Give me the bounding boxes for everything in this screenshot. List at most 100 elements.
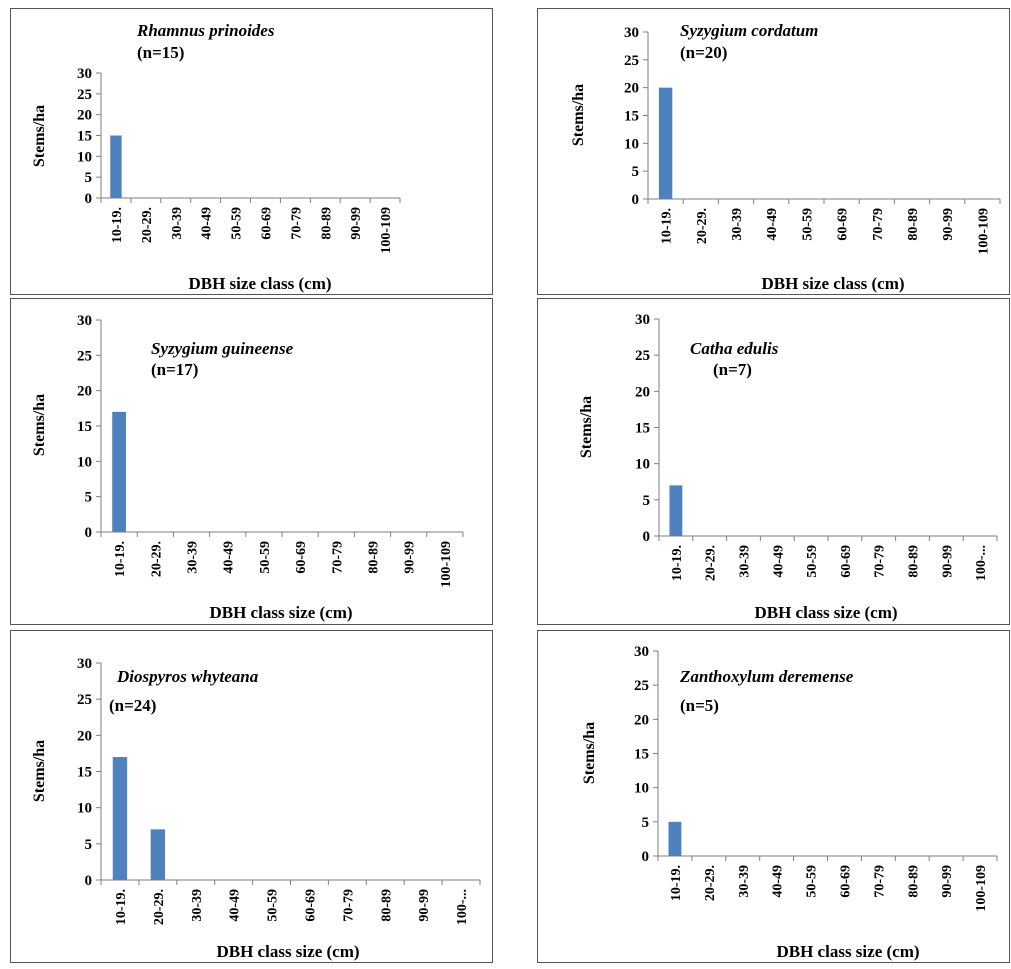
x-tick-label: 50-59 — [266, 889, 281, 922]
y-tick-label: 20 — [634, 712, 649, 728]
bar — [110, 135, 122, 198]
panel-frame — [537, 8, 1010, 295]
x-tick-label: 30-39 — [730, 208, 745, 241]
x-tick-label: 40-49 — [228, 889, 243, 922]
y-tick-label: 15 — [624, 109, 639, 125]
y-tick-label: 25 — [77, 87, 92, 103]
x-tick-label: 70-79 — [872, 865, 887, 898]
panel-frame — [10, 8, 493, 295]
x-tick-label: 30-39 — [737, 865, 752, 898]
x-tick-label: 40-49 — [771, 545, 786, 578]
x-tick-label: 80-89 — [906, 208, 921, 241]
y-tick-label: 5 — [85, 170, 93, 186]
y-tick-label: 30 — [77, 66, 92, 82]
x-tick-label: 60-69 — [259, 207, 274, 240]
x-axis-label: DBH class size (cm) — [216, 942, 359, 961]
y-axis-label: Stems/ha — [578, 396, 595, 458]
y-tick-label: 10 — [77, 149, 92, 165]
y-tick-label: 20 — [77, 384, 92, 400]
x-tick-label: 100-... — [455, 889, 470, 925]
x-tick-label: 30-39 — [186, 541, 201, 574]
y-tick-label: 0 — [85, 525, 93, 541]
x-tick-label: 20-29. — [695, 208, 710, 244]
bar — [669, 485, 683, 536]
chart-title: Syzygium cordatum — [680, 21, 818, 40]
chart-panel: 0 5 10 15 20 25 30 10-19. 20-29. 30-39 40-49 50-59 6… — [537, 630, 1010, 963]
panel-frame — [537, 630, 1010, 963]
chart-title: Zanthoxylum deremense — [679, 667, 854, 686]
chart-panel: 0 5 10 15 20 25 30 10-19. 20-29. 30-39 40-49 50-59 6… — [10, 8, 493, 295]
bar — [150, 829, 166, 880]
x-tick-label: 70-79 — [341, 889, 356, 922]
bar — [658, 87, 673, 199]
y-tick-label: 30 — [77, 313, 92, 329]
chart-panel: 0 5 10 15 20 25 30 10-19. 20-29. 30-39 40-49 50-59 6… — [537, 8, 1010, 295]
y-tick-label: 15 — [77, 129, 92, 145]
y-tick-label: 25 — [635, 348, 650, 364]
y-tick-label: 15 — [634, 747, 649, 763]
chart-panel: 0 5 10 15 20 25 30 10-19. 20-29. 30-39 40-49 50-59 6… — [10, 298, 493, 625]
chart-title: Catha edulis — [690, 339, 779, 358]
x-tick-label: 60-69 — [836, 208, 851, 241]
y-tick-label: 10 — [77, 454, 92, 470]
x-axis-label: DBH class size (cm) — [776, 942, 919, 961]
bar — [668, 821, 682, 856]
y-axis-label: Stems/ha — [31, 394, 48, 456]
x-tick-label: 90-99 — [940, 545, 955, 578]
x-tick-label: 60-69 — [303, 889, 318, 922]
chart-subtitle: (n=20) — [680, 43, 727, 62]
x-tick-label: 100-109 — [439, 541, 454, 588]
x-tick-label: 50-59 — [805, 865, 820, 898]
chart-subtitle: (n=15) — [137, 43, 184, 62]
x-tick-label: 10-19. — [113, 541, 128, 577]
x-tick-label: 50-59 — [258, 541, 273, 574]
x-tick-label: 90-99 — [417, 889, 432, 922]
x-tick-label: 90-99 — [403, 541, 418, 574]
x-axis-label: DBH class size (cm) — [209, 603, 352, 622]
x-tick-label: 10-19. — [660, 208, 675, 244]
y-axis-label: Stems/ha — [31, 740, 48, 802]
chart-title: Rhamnus prinoides — [136, 21, 275, 40]
y-axis-label: Stems/ha — [570, 84, 587, 146]
x-tick-label: 100-109 — [976, 208, 991, 255]
y-tick-label: 20 — [77, 108, 92, 124]
x-tick-label: 80-89 — [319, 207, 334, 240]
x-tick-label: 60-69 — [838, 865, 853, 898]
y-tick-label: 0 — [642, 849, 650, 865]
x-tick-label: 30-39 — [738, 545, 753, 578]
y-tick-label: 5 — [643, 493, 651, 509]
x-tick-label: 90-99 — [941, 208, 956, 241]
y-tick-label: 20 — [624, 81, 639, 97]
x-axis-label: DBH class size (cm) — [754, 603, 897, 622]
y-tick-label: 25 — [634, 678, 649, 694]
y-tick-label: 5 — [85, 837, 93, 853]
bar — [112, 411, 126, 532]
chart-subtitle: (n=5) — [680, 696, 719, 715]
x-tick-label: 70-79 — [330, 541, 345, 574]
y-tick-label: 0 — [643, 529, 651, 545]
x-tick-label: 50-59 — [800, 208, 815, 241]
y-axis-label: Stems/ha — [581, 722, 598, 784]
chart-subtitle: (n=24) — [109, 696, 156, 715]
x-tick-label: 60-69 — [294, 541, 309, 574]
y-tick-label: 30 — [634, 644, 649, 660]
y-tick-label: 20 — [77, 728, 92, 744]
y-tick-label: 5 — [632, 164, 640, 180]
x-tick-label: 10-19. — [670, 545, 685, 581]
y-tick-label: 25 — [624, 53, 639, 69]
x-tick-label: 40-49 — [771, 865, 786, 898]
x-tick-label: 50-59 — [230, 207, 245, 240]
y-tick-label: 30 — [77, 656, 92, 672]
x-tick-label: 20-29. — [149, 541, 164, 577]
x-tick-label: 50-59 — [805, 545, 820, 578]
x-tick-label: 40-49 — [222, 541, 237, 574]
x-tick-label: 60-69 — [839, 545, 854, 578]
x-tick-label: 20-29. — [140, 207, 155, 243]
bar — [112, 757, 128, 880]
y-tick-label: 10 — [634, 781, 649, 797]
x-axis-label: DBH size class (cm) — [188, 274, 331, 293]
y-tick-label: 30 — [624, 25, 639, 41]
y-axis-label: Stems/ha — [31, 105, 48, 167]
x-tick-label: 10-19. — [114, 889, 129, 925]
